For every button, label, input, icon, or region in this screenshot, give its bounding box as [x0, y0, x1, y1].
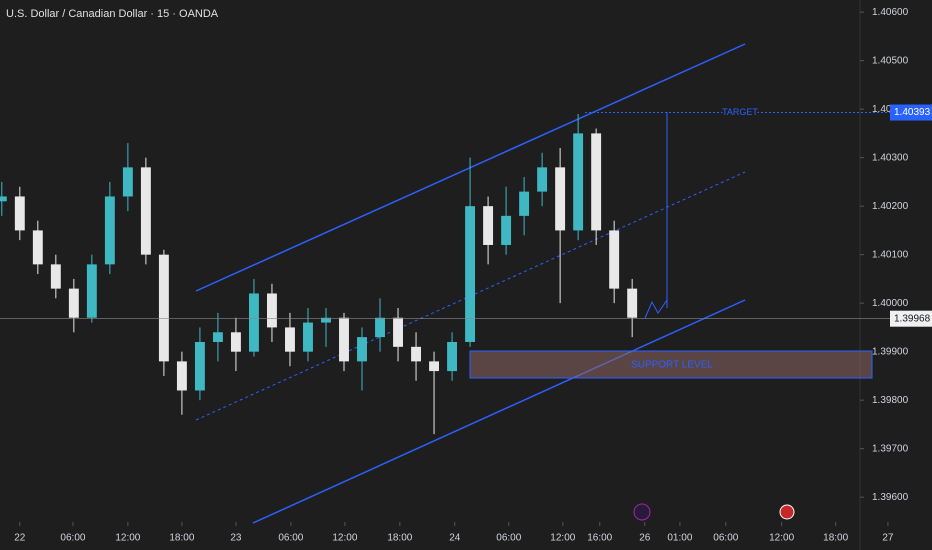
candle-body — [68, 288, 79, 318]
x-tick-label: 18:00 — [169, 533, 194, 544]
y-tick-label: 1.40500 — [872, 55, 909, 66]
x-tick-label: 06:00 — [713, 533, 738, 544]
candle-body — [357, 337, 367, 362]
target-label: TARGET — [722, 107, 758, 117]
candle-body — [86, 264, 97, 318]
y-tick-label: 1.40600 — [872, 7, 909, 18]
x-tick-label: 12:00 — [115, 533, 140, 544]
x-tick-label: 18:00 — [823, 533, 848, 544]
x-tick-label: 06:00 — [60, 533, 85, 544]
y-tick-label: 1.40300 — [872, 152, 909, 163]
x-tick-label: 06:00 — [496, 533, 521, 544]
candle-body — [140, 167, 151, 255]
y-tick-label: 1.39700 — [872, 443, 909, 454]
support-label: SUPPORT LEVEL — [631, 360, 713, 371]
y-tick-label: 1.40200 — [872, 201, 909, 212]
last-price-label: 1.39968 — [894, 313, 931, 324]
candle-body — [447, 341, 458, 372]
target-price-label: 1.40393 — [894, 107, 931, 118]
candle-body — [627, 288, 638, 318]
candle-body — [158, 254, 169, 362]
candle-body — [285, 327, 295, 352]
x-tick-label: 01:00 — [667, 533, 692, 544]
candle-body — [537, 167, 548, 192]
candle-body — [230, 332, 241, 352]
candle-body — [609, 230, 620, 289]
x-tick-label: 12:00 — [550, 533, 575, 544]
y-tick-label: 1.40000 — [872, 298, 909, 309]
candle-body — [483, 206, 494, 245]
y-tick-label: 1.39900 — [872, 346, 909, 357]
candle-body — [411, 346, 421, 362]
candle-body — [50, 264, 61, 289]
target-price-box — [890, 104, 932, 121]
projection-zigzag — [644, 299, 668, 319]
candle-body — [248, 293, 259, 352]
candle-body — [375, 317, 385, 338]
y-tick-label: 1.39600 — [872, 492, 909, 503]
candle-body — [122, 167, 133, 197]
x-tick-label: 12:00 — [769, 533, 794, 544]
x-tick-label: 22 — [14, 533, 26, 544]
channel-lower — [252, 299, 746, 524]
x-tick-label: 16:00 — [587, 533, 612, 544]
candle-body — [176, 361, 187, 391]
x-tick-label: 18:00 — [387, 533, 412, 544]
candle-body — [194, 341, 205, 391]
candle-body — [465, 206, 476, 342]
candle-body — [339, 317, 349, 362]
candle-body — [429, 361, 440, 372]
x-tick-label: 06:00 — [278, 533, 303, 544]
candle-body — [0, 196, 7, 202]
x-tick-label: 27 — [882, 533, 894, 544]
x-tick-label: 23 — [230, 533, 242, 544]
y-tick-label: 1.40100 — [872, 249, 909, 260]
candle-body — [303, 322, 313, 352]
candle-body — [573, 133, 584, 231]
event-icon[interactable] — [633, 503, 651, 521]
chart-title: U.S. Dollar / Canadian Dollar · 15 · OAN… — [6, 8, 219, 20]
support-zone — [469, 350, 873, 379]
x-tick-label: 24 — [449, 533, 461, 544]
candle-body — [267, 293, 277, 328]
last-price-box — [890, 310, 932, 327]
candle-body — [519, 191, 530, 216]
candle-body — [501, 215, 512, 245]
y-tick-label: 1.39800 — [872, 395, 909, 406]
flag-icon[interactable] — [779, 504, 795, 520]
candle-body — [321, 317, 331, 323]
candle-body — [14, 196, 25, 231]
x-tick-label: 26 — [639, 533, 651, 544]
candle-body — [32, 230, 43, 265]
candle-body — [393, 317, 403, 347]
x-tick-label: 12:00 — [332, 533, 357, 544]
candle-body — [104, 196, 115, 265]
candle-body — [555, 167, 566, 231]
candle-body — [212, 332, 223, 342]
candle-body — [591, 133, 602, 231]
